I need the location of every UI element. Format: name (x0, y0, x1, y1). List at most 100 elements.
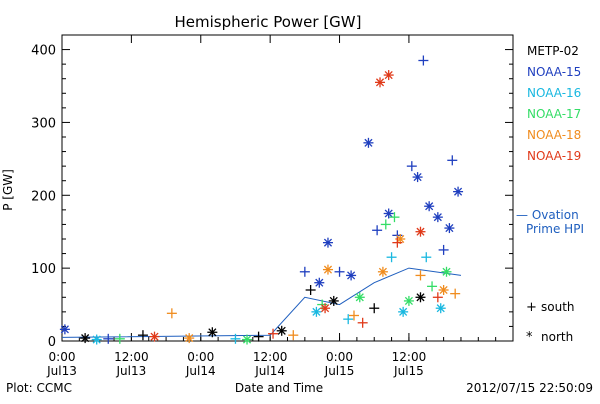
marker-legend-symbol-north: * (526, 330, 533, 345)
ovation-label-line1: — Ovation (516, 208, 579, 222)
data-point-noaa-15-south (447, 155, 458, 166)
data-point-metp-02-north (415, 292, 426, 303)
marker-stroke (347, 271, 356, 280)
data-point-noaa-17-north (441, 266, 452, 277)
data-point-noaa-17-south (114, 333, 125, 344)
data-point-noaa-16-south (343, 314, 354, 325)
marker-legend: + south * north (526, 300, 575, 345)
data-points (59, 55, 464, 345)
y-tick-label: 300 (31, 116, 56, 131)
data-point-noaa-19-south (268, 328, 279, 339)
data-point-metp-02-north (207, 327, 218, 338)
data-point-noaa-19-north (415, 226, 426, 237)
data-point-noaa-17-south (380, 219, 391, 230)
legend-entry-noaa-18: NOAA-18 (527, 128, 581, 142)
legend-entry-noaa-19: NOAA-19 (527, 149, 581, 163)
marker-stroke (439, 285, 448, 295)
marker-stroke (150, 332, 159, 341)
data-point-noaa-15-south (418, 55, 429, 66)
data-point-noaa-16-north (91, 334, 102, 345)
marker-legend-symbol-south: + (526, 300, 537, 315)
marker-stroke (375, 78, 385, 87)
marker-stroke (323, 265, 333, 274)
data-point-metp-02-south (137, 330, 148, 341)
data-point-noaa-19-south (357, 317, 368, 328)
x-tick-label-time: 0:00 (49, 350, 76, 364)
y-axis: 0 100 200 300 400 (31, 44, 513, 350)
data-point-noaa-18-south (348, 310, 359, 321)
x-tick-label-time: 0:00 (187, 350, 214, 364)
data-point-noaa-18-north (377, 266, 388, 277)
legend-entry-metp-02: METP-02 (527, 44, 579, 58)
data-point-noaa-16-north (398, 306, 409, 317)
data-point-noaa-16-north (311, 306, 322, 317)
data-point-metp-02-south (369, 303, 380, 314)
data-point-noaa-16-south (421, 252, 432, 263)
legend-entry-noaa-15: NOAA-15 (527, 65, 581, 79)
marker-stroke (92, 335, 101, 344)
y-tick-label: 100 (31, 262, 56, 277)
data-point-noaa-15-south (438, 244, 449, 255)
data-point-noaa-15-north (424, 201, 435, 212)
marker-stroke (436, 304, 445, 313)
y-axis-label: P [GW] (1, 169, 15, 211)
marker-stroke (416, 293, 425, 302)
x-tick-label-time: 12:00 (392, 350, 427, 364)
data-point-noaa-18-north (184, 333, 195, 344)
data-point-noaa-16-south (230, 333, 241, 344)
data-point-noaa-19-north (149, 331, 160, 342)
footer-right: 2012/07/15 22:50:09 (466, 381, 593, 395)
data-point-noaa-15-north (444, 223, 455, 234)
y-tick-label: 0 (48, 335, 56, 350)
ovation-label-line2: Prime HPI (526, 222, 584, 236)
marker-stroke (208, 328, 217, 337)
x-tick-label-date: Jul15 (324, 364, 355, 378)
marker-stroke (81, 334, 90, 343)
x-tick-label-time: 12:00 (253, 350, 288, 364)
data-point-noaa-15-north (432, 212, 443, 223)
data-point-noaa-17-south (389, 212, 400, 223)
y-tick-label: 400 (31, 44, 56, 59)
data-point-noaa-17-north (354, 292, 365, 303)
marker-stroke (416, 227, 425, 236)
data-point-noaa-19-south (392, 237, 403, 248)
marker-stroke (413, 173, 422, 182)
marker-stroke (384, 209, 393, 218)
marker-stroke (364, 138, 373, 147)
marker-stroke (185, 334, 194, 343)
data-point-noaa-15-south (406, 161, 417, 172)
data-point-noaa-15-north (322, 237, 333, 248)
x-tick-label-date: Jul15 (393, 364, 424, 378)
marker-legend-label-north: north (541, 330, 573, 344)
data-point-noaa-19-south (432, 292, 443, 303)
footer-left: Plot: CCMC (6, 381, 72, 395)
marker-stroke (445, 224, 454, 233)
legend: METP-02 NOAA-15 NOAA-16 NOAA-17 NOAA-18 NOAA-… (527, 44, 581, 163)
data-point-noaa-19-north (375, 77, 386, 88)
marker-stroke (454, 187, 463, 196)
data-point-noaa-15-north (383, 208, 394, 219)
data-point-noaa-16-north (435, 303, 446, 314)
marker-stroke (242, 335, 252, 344)
data-point-noaa-18-south (450, 288, 461, 299)
marker-stroke (60, 325, 69, 334)
x-tick-label-time: 0:00 (326, 350, 353, 364)
x-tick-label-time: 12:00 (114, 350, 149, 364)
ovation-series-line (61, 267, 462, 338)
marker-stroke (315, 278, 324, 287)
marker-stroke (384, 71, 393, 80)
data-point-noaa-18-south (166, 308, 177, 319)
marker-stroke (312, 307, 321, 316)
data-point-noaa-15-north (363, 137, 374, 148)
data-point-noaa-15-north (59, 324, 70, 335)
data-point-metp-02-north (80, 333, 91, 344)
x-tick-label-date: Jul14 (254, 364, 285, 378)
data-point-noaa-15-south (103, 333, 114, 344)
data-point-noaa-19-north (383, 70, 394, 81)
data-point-noaa-17-north (403, 295, 414, 306)
data-point-noaa-19-north (320, 303, 331, 314)
marker-stroke (329, 296, 338, 305)
marker-legend-label-south: south (541, 300, 575, 314)
